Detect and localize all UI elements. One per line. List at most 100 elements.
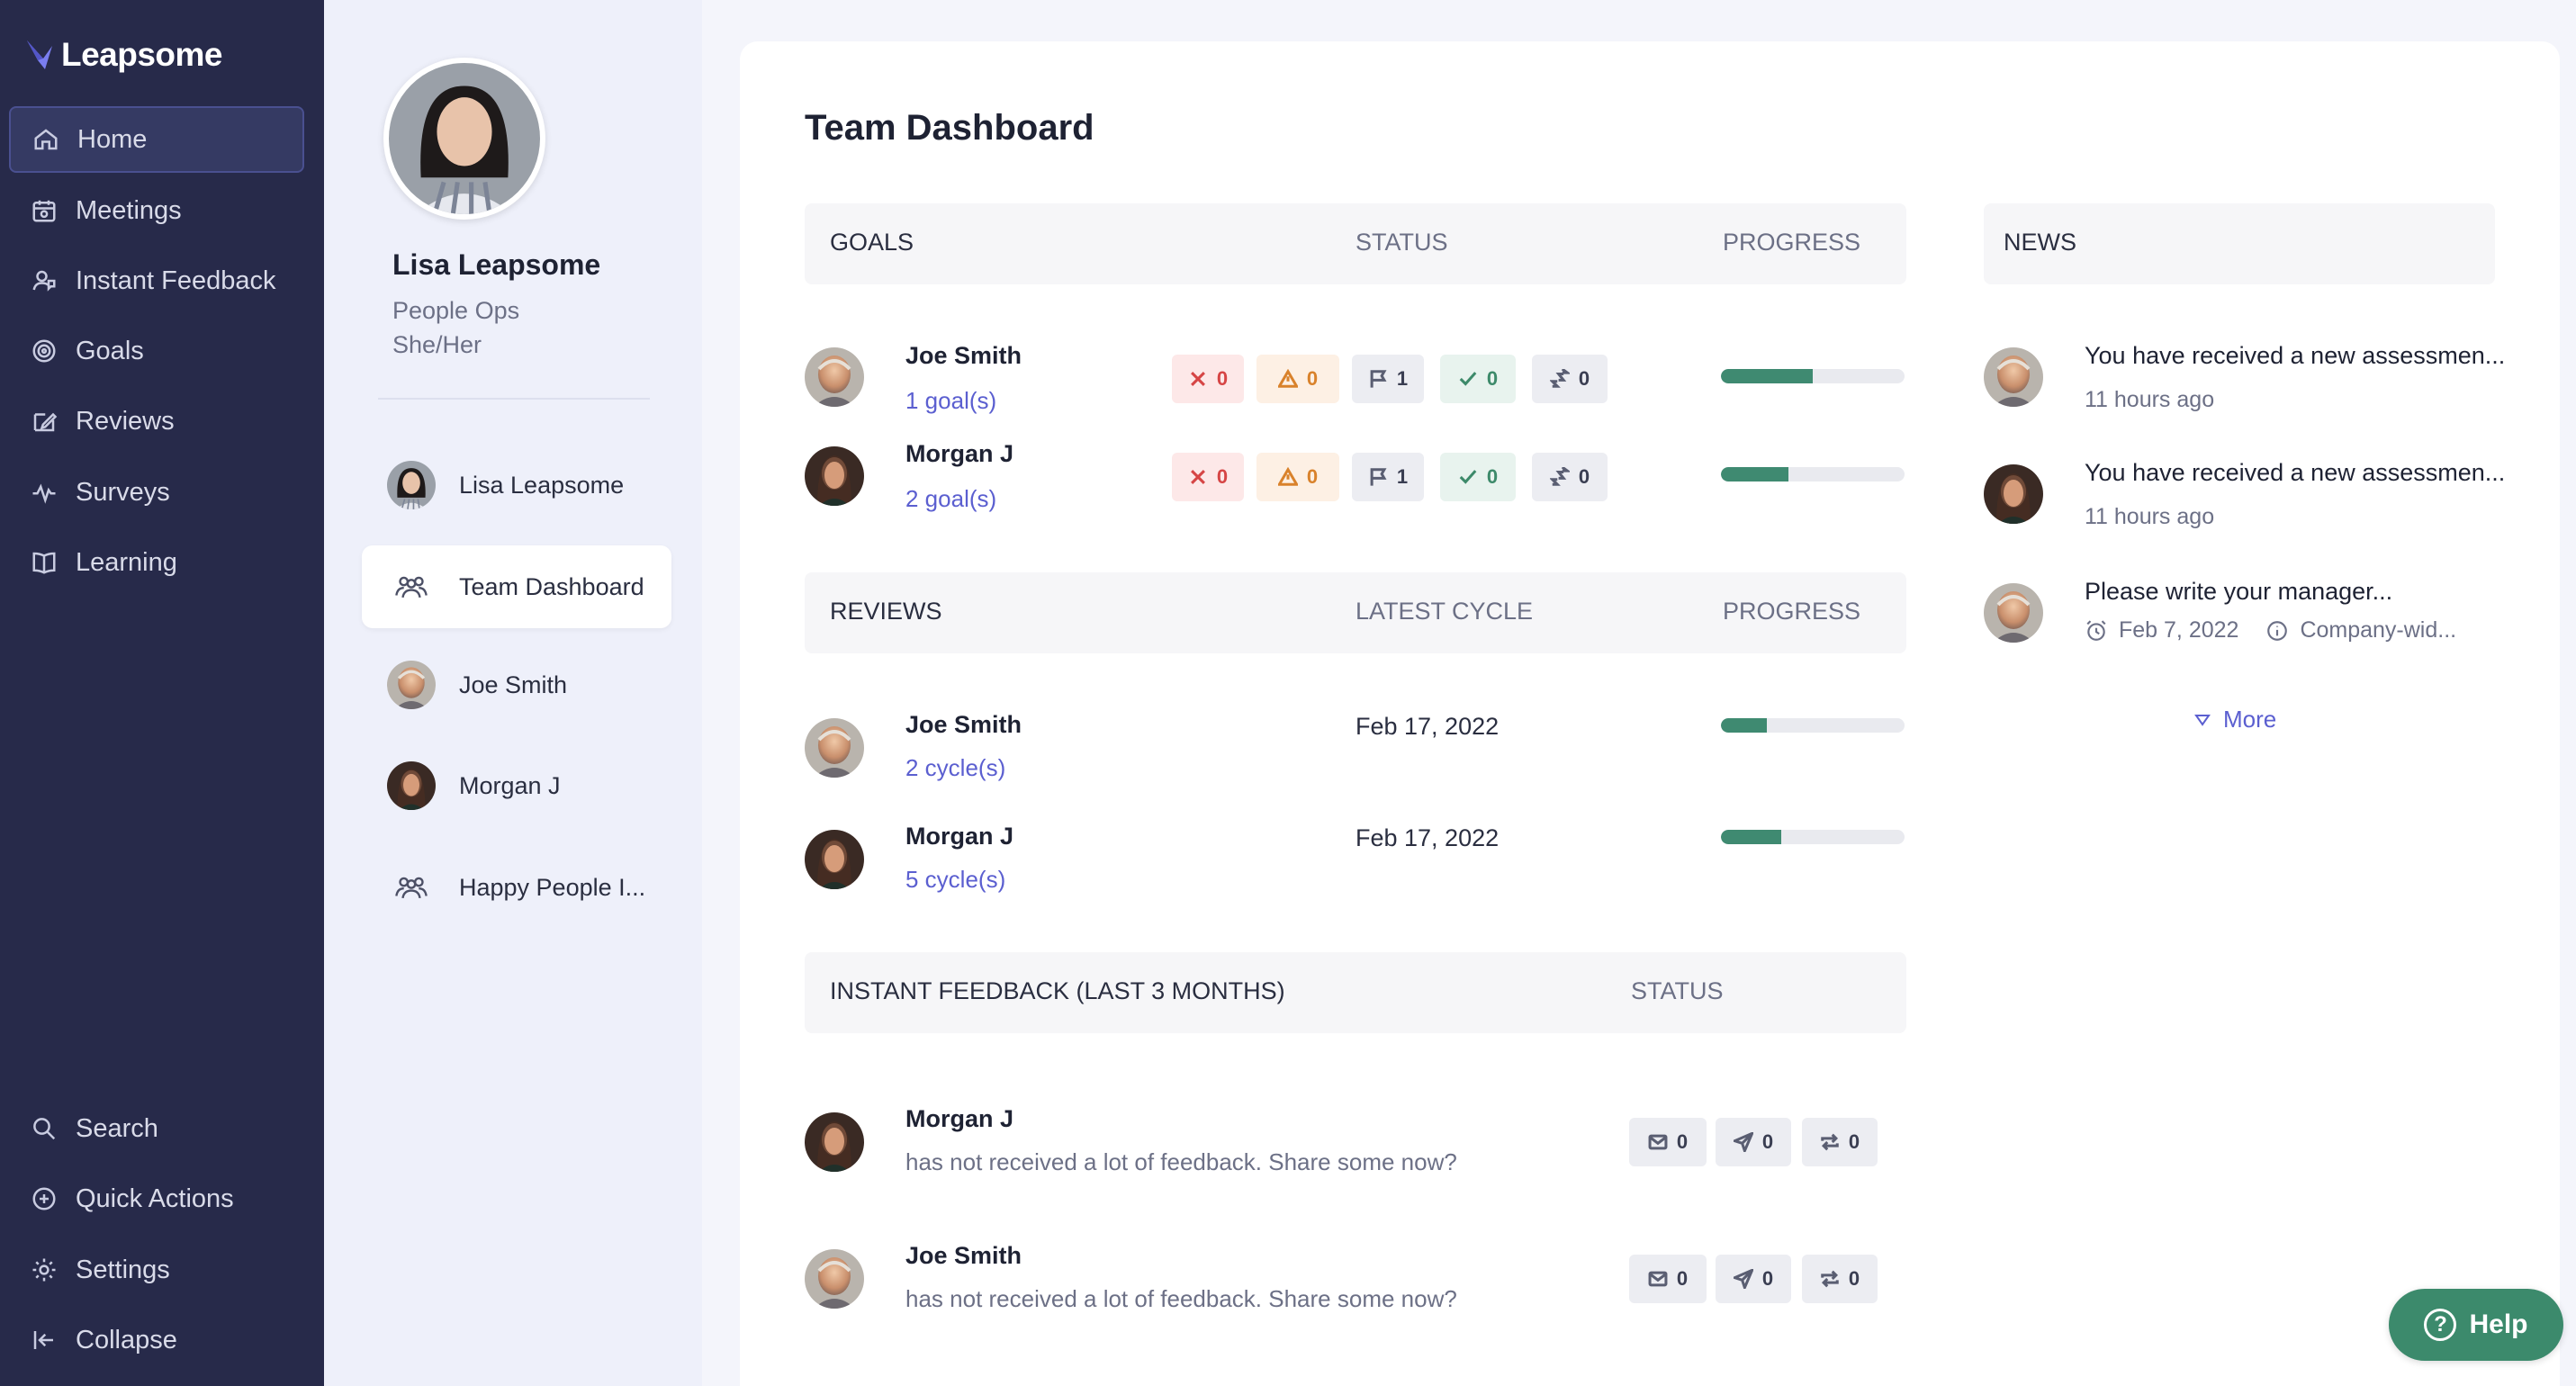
news-item-title[interactable]: You have received a new assessmen... bbox=[2085, 342, 2506, 369]
sent-feedback-chip[interactable]: 0 bbox=[1716, 1255, 1791, 1303]
nav-item-label: Surveys bbox=[76, 477, 170, 507]
feedback-heading: INSTANT FEEDBACK (LAST 3 MONTHS) bbox=[830, 977, 1285, 1004]
brand-logo[interactable]: Leapsome bbox=[25, 36, 223, 74]
nav-item-label: Instant Feedback bbox=[76, 266, 276, 295]
avatar bbox=[387, 761, 436, 810]
requested-feedback-chip[interactable]: 0 bbox=[1802, 1255, 1878, 1303]
subnav-item-team-dashboard[interactable]: Team Dashboard bbox=[362, 545, 671, 628]
at-risk-chip[interactable]: 0 bbox=[1256, 453, 1339, 501]
subnav-item-happy-people[interactable]: Happy People I... bbox=[362, 846, 671, 929]
avatar[interactable] bbox=[805, 1112, 864, 1172]
flag-chip[interactable]: 1 bbox=[1352, 453, 1424, 501]
nav-item-surveys[interactable]: Surveys bbox=[9, 459, 304, 526]
cycle-count-link[interactable]: 5 cycle(s) bbox=[905, 866, 1006, 893]
subnav-item-label: Joe Smith bbox=[459, 670, 568, 698]
goals-header: GOALS STATUS PROGRESS bbox=[805, 203, 1906, 284]
help-button[interactable]: ? Help bbox=[2389, 1289, 2563, 1361]
goals-heading: GOALS bbox=[830, 229, 914, 256]
learning-icon bbox=[32, 552, 56, 574]
feedback-row-name[interactable]: Joe Smith bbox=[905, 1242, 1022, 1269]
reviews-heading: REVIEWS bbox=[830, 598, 942, 625]
x-icon bbox=[1190, 470, 1205, 484]
off-track-chip[interactable]: 0 bbox=[1172, 355, 1244, 403]
nav-item-label: Home bbox=[77, 124, 148, 154]
avatar[interactable] bbox=[805, 830, 864, 889]
help-label: Help bbox=[2469, 1310, 2528, 1339]
subnav-item-lisa-leapsome[interactable]: Lisa Leapsome bbox=[362, 444, 671, 526]
feedback-row-name[interactable]: Morgan J bbox=[905, 1105, 1014, 1132]
feedback-status-heading: STATUS bbox=[1631, 977, 1724, 1004]
requested-feedback-chip[interactable]: 0 bbox=[1802, 1118, 1878, 1166]
received-feedback-chip[interactable]: 0 bbox=[1629, 1118, 1707, 1166]
check-icon bbox=[1459, 470, 1477, 484]
paused-chip[interactable]: 0 bbox=[1532, 453, 1608, 501]
sleep-icon bbox=[1549, 467, 1570, 486]
avatar[interactable] bbox=[805, 446, 864, 506]
news-item-title[interactable]: Please write your manager... bbox=[2085, 578, 2393, 605]
review-progress-bar bbox=[1721, 830, 1905, 844]
avatar bbox=[1984, 583, 2043, 643]
nav-item-collapse[interactable]: Collapse bbox=[9, 1307, 304, 1373]
warning-icon bbox=[1277, 369, 1298, 388]
mail-icon bbox=[1648, 1271, 1668, 1287]
news-item-title[interactable]: You have received a new assessmen... bbox=[2085, 459, 2506, 486]
avatar[interactable] bbox=[805, 347, 864, 407]
chip-count: 0 bbox=[1848, 1130, 1860, 1153]
nav-item-search[interactable]: Search bbox=[9, 1095, 304, 1162]
nav-item-instant-feedback[interactable]: Instant Feedback bbox=[9, 248, 304, 314]
chip-count: 0 bbox=[1578, 367, 1590, 390]
off-track-chip[interactable]: 0 bbox=[1172, 453, 1244, 501]
avatar bbox=[387, 661, 436, 709]
cycle-count-link[interactable]: 2 cycle(s) bbox=[905, 754, 1006, 781]
repeat-icon bbox=[1821, 1270, 1839, 1288]
send-icon bbox=[1733, 1269, 1753, 1289]
flag-chip[interactable]: 1 bbox=[1352, 355, 1424, 403]
on-track-chip[interactable]: 0 bbox=[1440, 355, 1516, 403]
search-icon bbox=[33, 1118, 56, 1140]
sent-feedback-chip[interactable]: 0 bbox=[1716, 1118, 1791, 1166]
nav-item-meetings[interactable]: Meetings bbox=[9, 177, 304, 244]
divider bbox=[378, 398, 650, 400]
chip-count: 0 bbox=[1306, 367, 1319, 390]
nav-item-reviews[interactable]: Reviews bbox=[9, 388, 304, 454]
brand-name: Leapsome bbox=[61, 36, 223, 73]
check-icon bbox=[1459, 372, 1477, 386]
goal-row-name[interactable]: Morgan J bbox=[905, 440, 1014, 467]
nav-item-label: Meetings bbox=[76, 195, 182, 225]
nav-item-settings[interactable]: Settings bbox=[9, 1237, 304, 1303]
chip-count: 0 bbox=[1486, 367, 1499, 390]
chip-count: 1 bbox=[1396, 367, 1409, 390]
nav-item-quick-actions[interactable]: Quick Actions bbox=[9, 1166, 304, 1232]
goal-count-link[interactable]: 1 goal(s) bbox=[905, 387, 997, 414]
nav-item-label: Reviews bbox=[76, 406, 175, 436]
news-more-button[interactable]: More bbox=[2194, 706, 2276, 734]
review-cycle-date: Feb 17, 2022 bbox=[1356, 824, 1500, 851]
profile-role: People Ops bbox=[392, 297, 520, 324]
feedback-row-text: has not received a lot of feedback. Shar… bbox=[905, 1285, 1457, 1312]
chip-count: 1 bbox=[1396, 465, 1409, 488]
avatar[interactable] bbox=[805, 718, 864, 778]
nav-item-label: Quick Actions bbox=[76, 1184, 234, 1213]
at-risk-chip[interactable]: 0 bbox=[1256, 355, 1339, 403]
subnav-item-morgan-j[interactable]: Morgan J bbox=[362, 744, 671, 827]
profile-pronouns: She/Her bbox=[392, 331, 482, 358]
on-track-chip[interactable]: 0 bbox=[1440, 453, 1516, 501]
nav-item-goals[interactable]: Goals bbox=[9, 318, 304, 384]
paused-chip[interactable]: 0 bbox=[1532, 355, 1608, 403]
avatar[interactable] bbox=[805, 1249, 864, 1309]
subnav-item-joe-smith[interactable]: Joe Smith bbox=[362, 644, 671, 726]
chip-count: 0 bbox=[1761, 1267, 1774, 1290]
review-cycle-date: Feb 17, 2022 bbox=[1356, 713, 1500, 740]
goal-row-name[interactable]: Joe Smith bbox=[905, 342, 1022, 369]
profile-avatar[interactable] bbox=[383, 58, 545, 220]
goal-count-link[interactable]: 2 goal(s) bbox=[905, 485, 997, 512]
news-item-time: 11 hours ago bbox=[2085, 504, 2215, 529]
review-row-name[interactable]: Joe Smith bbox=[905, 711, 1022, 738]
chip-count: 0 bbox=[1216, 465, 1229, 488]
review-progress-fill bbox=[1721, 718, 1767, 733]
team-sidebar: Lisa Leapsome People Ops She/Her Lisa Le… bbox=[324, 0, 702, 1386]
received-feedback-chip[interactable]: 0 bbox=[1629, 1255, 1707, 1303]
review-row-name[interactable]: Morgan J bbox=[905, 823, 1014, 850]
nav-item-learning[interactable]: Learning bbox=[9, 529, 304, 596]
nav-item-home[interactable]: Home bbox=[9, 106, 304, 173]
